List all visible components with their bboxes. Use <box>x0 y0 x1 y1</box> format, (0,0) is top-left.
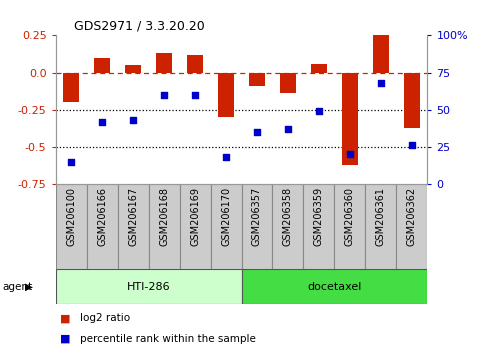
Point <box>222 154 230 160</box>
Text: GSM206360: GSM206360 <box>345 187 355 246</box>
Bar <box>272 184 303 269</box>
Bar <box>373 35 389 73</box>
Bar <box>156 53 172 73</box>
Text: GSM206166: GSM206166 <box>97 187 107 246</box>
Bar <box>211 184 242 269</box>
Text: docetaxel: docetaxel <box>307 282 362 292</box>
Text: percentile rank within the sample: percentile rank within the sample <box>80 334 256 344</box>
Text: GSM206362: GSM206362 <box>407 187 417 246</box>
Text: GSM206358: GSM206358 <box>283 187 293 246</box>
Text: GDS2971 / 3.3.20.20: GDS2971 / 3.3.20.20 <box>74 20 205 33</box>
Bar <box>249 73 265 86</box>
Point <box>346 152 354 157</box>
Text: log2 ratio: log2 ratio <box>80 313 130 323</box>
Bar <box>149 184 180 269</box>
Bar <box>280 73 296 93</box>
Text: agent: agent <box>2 282 32 292</box>
Bar <box>334 184 366 269</box>
Point <box>284 126 292 132</box>
Bar <box>56 269 242 304</box>
Text: GSM206170: GSM206170 <box>221 187 231 246</box>
Text: GSM206361: GSM206361 <box>376 187 386 246</box>
Bar <box>125 65 141 73</box>
Bar <box>242 269 427 304</box>
Text: GSM206359: GSM206359 <box>314 187 324 246</box>
Point <box>67 159 75 165</box>
Text: ■: ■ <box>60 313 71 323</box>
Point <box>315 108 323 114</box>
Bar <box>63 73 79 102</box>
Text: ▶: ▶ <box>25 282 33 292</box>
Bar <box>94 58 110 73</box>
Point <box>160 92 168 98</box>
Bar <box>366 184 397 269</box>
Bar <box>218 73 234 117</box>
Bar <box>242 184 272 269</box>
Text: GSM206100: GSM206100 <box>66 187 76 246</box>
Point <box>408 143 416 148</box>
Point <box>98 119 106 125</box>
Bar <box>117 184 149 269</box>
Point <box>191 92 199 98</box>
Bar <box>86 184 117 269</box>
Point <box>253 129 261 135</box>
Bar <box>342 73 358 165</box>
Bar <box>180 184 211 269</box>
Text: HTI-286: HTI-286 <box>127 282 170 292</box>
Point <box>129 117 137 123</box>
Bar <box>303 184 334 269</box>
Bar <box>397 184 427 269</box>
Point <box>377 80 385 86</box>
Bar <box>311 64 327 73</box>
Text: GSM206167: GSM206167 <box>128 187 138 246</box>
Text: GSM206169: GSM206169 <box>190 187 200 246</box>
Bar <box>187 55 203 73</box>
Bar <box>404 73 420 127</box>
Text: ■: ■ <box>60 334 71 344</box>
Bar <box>56 184 86 269</box>
Text: GSM206168: GSM206168 <box>159 187 169 246</box>
Text: GSM206357: GSM206357 <box>252 187 262 246</box>
